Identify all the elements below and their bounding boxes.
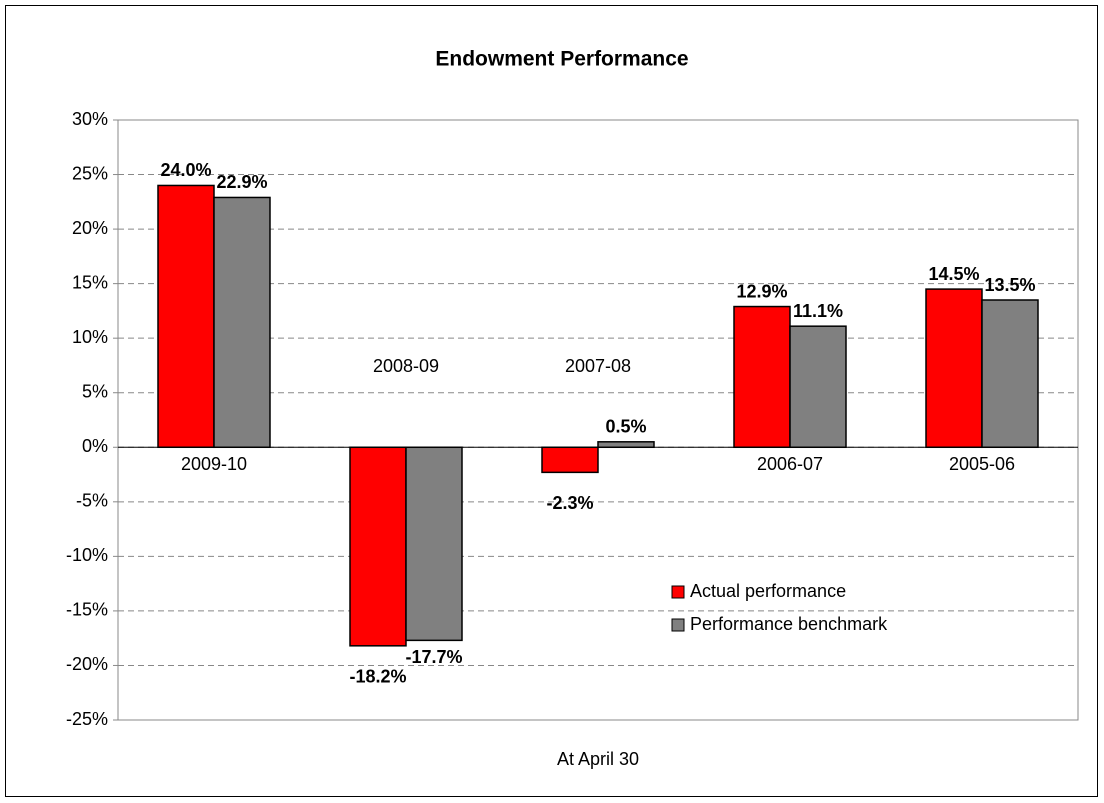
- y-tick-label: 10%: [72, 327, 108, 347]
- bar: [405, 446, 463, 642]
- x-tick-label: 2006-07: [757, 454, 823, 474]
- bar: [789, 325, 847, 449]
- data-label: 0.5%: [605, 417, 646, 437]
- y-tick-label: -20%: [66, 654, 108, 674]
- x-tick-label: 2007-08: [565, 356, 631, 376]
- data-label: 11.1%: [793, 301, 843, 321]
- y-tick-label: 5%: [82, 381, 108, 401]
- y-tick-label: 0%: [82, 436, 108, 456]
- y-tick-label: 20%: [72, 218, 108, 238]
- y-tick-label: -25%: [66, 709, 108, 729]
- x-tick-label: 2009-10: [181, 454, 247, 474]
- legend-label: Actual performance: [690, 581, 846, 601]
- bar: [597, 441, 655, 449]
- bar: [157, 184, 215, 449]
- y-tick-label: 30%: [72, 109, 108, 129]
- y-tick-label: 25%: [72, 163, 108, 183]
- legend-label: Performance benchmark: [690, 614, 888, 634]
- chart-title: Endowment Performance: [435, 48, 688, 71]
- y-tick-label: 15%: [72, 272, 108, 292]
- data-label: -17.7%: [405, 647, 462, 667]
- data-label: 12.9%: [736, 281, 787, 301]
- legend-swatch: [671, 618, 685, 632]
- data-label: 24.0%: [160, 160, 211, 180]
- data-label: 22.9%: [216, 172, 267, 192]
- y-tick-label: -15%: [66, 600, 108, 620]
- bar: [925, 288, 983, 449]
- bar: [349, 446, 407, 647]
- x-axis-label: At April 30: [557, 749, 639, 769]
- data-label: -18.2%: [349, 667, 406, 687]
- bar: [213, 196, 271, 449]
- plot-border: [117, 119, 1079, 721]
- bar: [981, 299, 1039, 449]
- data-label: -2.3%: [546, 493, 593, 513]
- x-tick-label: 2008-09: [373, 356, 439, 376]
- data-label: 14.5%: [928, 264, 979, 284]
- y-tick-label: -10%: [66, 545, 108, 565]
- data-label: 13.5%: [984, 275, 1035, 295]
- bar: [541, 446, 599, 474]
- legend-swatch: [671, 585, 685, 599]
- bar: [733, 305, 791, 449]
- y-tick-label: -5%: [76, 491, 108, 511]
- x-tick-label: 2005-06: [949, 454, 1015, 474]
